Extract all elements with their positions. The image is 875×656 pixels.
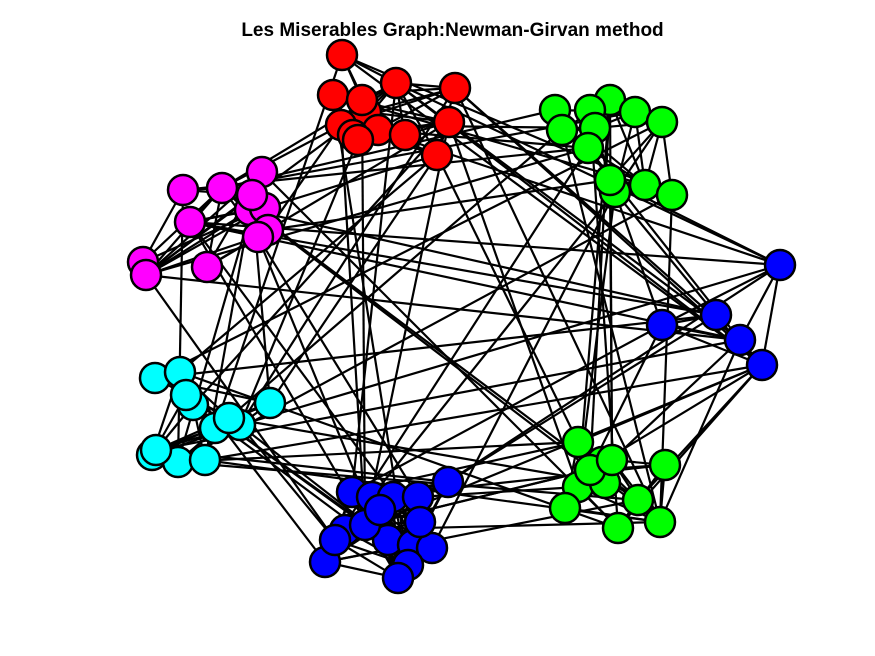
graph-node-red — [388, 118, 422, 152]
graph-node-blue-bottom — [415, 531, 449, 565]
graph-node-red — [438, 71, 472, 105]
graph-edge — [145, 273, 741, 342]
graph-node-green-top — [618, 95, 652, 129]
graph-node-green-bottom — [648, 448, 682, 482]
graph-node-green-top — [545, 113, 579, 147]
graph-node-blue-right — [645, 308, 679, 342]
graph-node-blue-right — [745, 348, 779, 382]
graph-node-red — [325, 38, 359, 72]
graph-edge — [239, 263, 781, 427]
graph-node-green-top — [593, 163, 627, 197]
graph-node-green-bottom — [643, 505, 677, 539]
graph-edge — [576, 99, 612, 488]
graph-node-green-bottom — [601, 511, 635, 545]
graph-node-cyan — [169, 378, 203, 412]
graph-edge — [364, 468, 591, 527]
graph-node-blue-bottom — [403, 505, 437, 539]
graph-edge — [332, 93, 646, 187]
graph-edge — [614, 191, 717, 316]
graph-edge — [344, 191, 616, 531]
graph-node-magenta — [205, 171, 239, 205]
graph-node-red — [420, 138, 454, 172]
graph-edge — [436, 154, 579, 443]
graph-edge — [204, 363, 763, 462]
graph-node-blue-bottom — [381, 561, 415, 595]
graph-edge — [454, 87, 661, 523]
graph-node-blue-bottom — [318, 523, 352, 557]
graph-node-blue-right — [699, 298, 733, 332]
graph-node-blue-right — [723, 323, 757, 357]
graph-edge — [447, 314, 717, 483]
graph-node-green-top — [628, 168, 662, 202]
graph-node-blue-bottom — [431, 465, 465, 499]
graph-edge — [145, 146, 589, 277]
graph-edge — [613, 191, 664, 326]
graph-edge — [249, 208, 717, 317]
edges-layer — [141, 53, 782, 580]
graph-node-magenta — [129, 258, 163, 292]
graph-node-magenta — [241, 220, 275, 254]
graph-node-green-top — [655, 178, 689, 212]
graph-edge — [177, 440, 579, 464]
graph-node-green-top — [571, 131, 605, 165]
graph-node-magenta — [235, 178, 269, 212]
graph-node-blue-right — [763, 248, 797, 282]
graph-node-red — [432, 105, 466, 139]
graph-node-green-bottom — [561, 425, 595, 459]
graph-edge — [637, 364, 763, 501]
graph-edge — [454, 87, 741, 341]
graph-edge — [339, 124, 367, 526]
graph-edge — [264, 153, 438, 210]
graph-edge — [177, 129, 563, 463]
graph-node-red — [345, 83, 379, 117]
graph-node-cyan — [253, 386, 287, 420]
graph-edge — [360, 99, 367, 526]
graph-node-blue-bottom — [363, 493, 397, 527]
graph-edge — [363, 121, 451, 526]
graph-edge — [261, 171, 619, 529]
graph-title: Les Miserables Graph:Newman-Girvan metho… — [241, 20, 664, 41]
graph-edge — [177, 194, 673, 463]
graph-edge — [611, 339, 741, 461]
graph-edge — [179, 154, 438, 373]
graph-node-magenta — [173, 205, 207, 239]
graph-node-magenta — [166, 173, 200, 207]
graph-edge — [154, 313, 717, 380]
graph-node-green-bottom — [595, 443, 629, 477]
graph-node-red — [379, 66, 413, 100]
graph-edge — [228, 416, 606, 485]
graph-edge — [334, 363, 763, 542]
graph-node-green-top — [645, 105, 679, 139]
graph-edge — [154, 121, 663, 379]
graph-node-red — [341, 123, 375, 157]
graph-edge — [661, 264, 781, 326]
graph-node-green-bottom — [621, 483, 655, 517]
graph-node-cyan — [188, 443, 222, 477]
graph-node-magenta — [190, 250, 224, 284]
graph-edge — [189, 220, 781, 267]
graph-edge — [238, 139, 360, 426]
graph-node-red — [316, 78, 350, 112]
nodes-layer — [126, 38, 797, 595]
graph-node-cyan — [212, 401, 246, 435]
graph-node-green-bottom — [548, 491, 582, 525]
graph-edge — [760, 264, 782, 366]
graph-edge — [239, 424, 336, 541]
graph-edge — [341, 54, 763, 366]
graph-node-cyan — [139, 433, 173, 467]
